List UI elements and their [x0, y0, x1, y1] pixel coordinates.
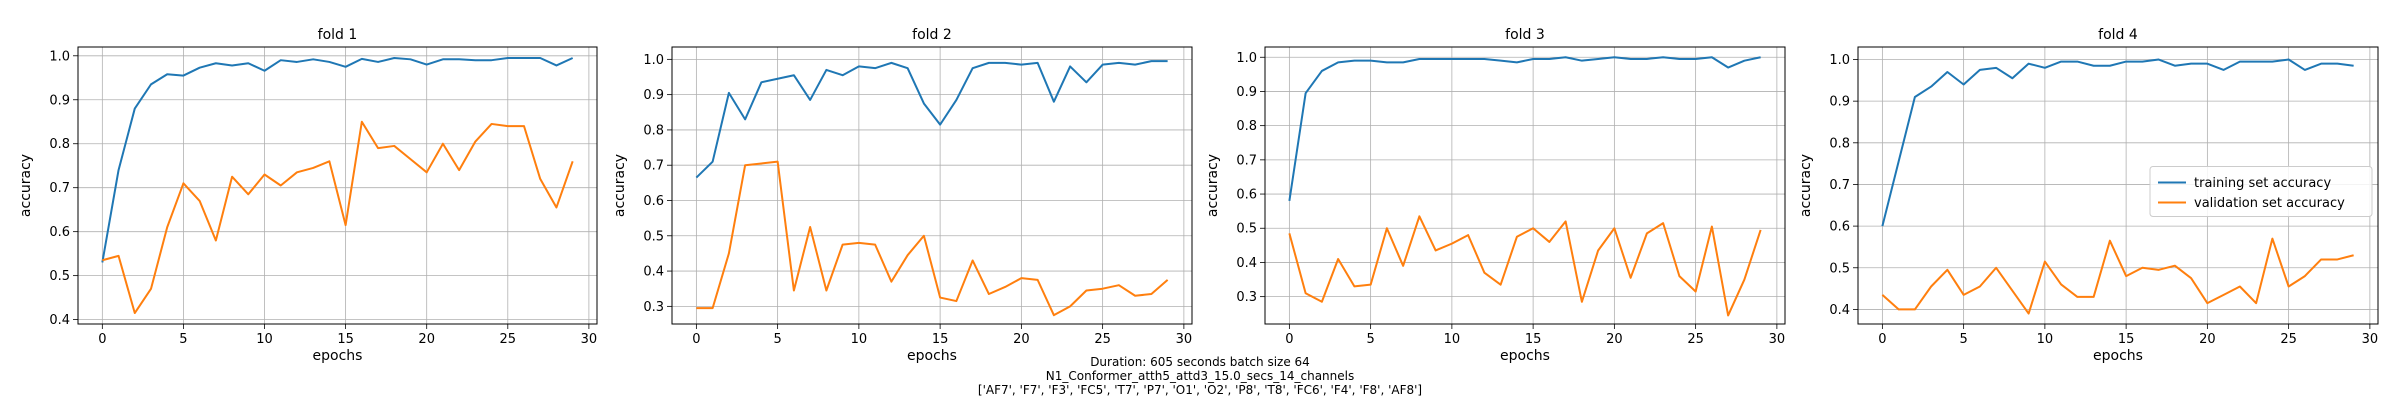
x-tick-label: 30: [1769, 332, 1786, 347]
x-tick-label: 0: [1878, 332, 1886, 347]
x-tick-label: 25: [1687, 332, 1704, 347]
caption-line-channels: ['AF7', 'F7', 'F3', 'FC5', 'T7', 'P7', '…: [977, 383, 1423, 397]
x-tick-label: 15: [932, 332, 949, 347]
y-tick-label: 0.8: [1829, 136, 1850, 151]
x-tick-label: 20: [2199, 332, 2216, 347]
x-tick-label: 30: [2362, 332, 2379, 347]
training-accuracy-line: [1288, 56, 1761, 202]
validation-accuracy-line: [1881, 237, 2354, 315]
training-accuracy-line: [695, 60, 1168, 179]
y-tick-label: 1.0: [643, 53, 664, 68]
y-tick-label: 0.7: [1236, 153, 1257, 168]
y-tick-label: 0.6: [1829, 220, 1850, 235]
chart-panel-fold-4: fold 4 0 5 10 15 20 25 30 0.4 0.5 0.6 0.7 0.8 0.9 1.0 e…: [1798, 27, 2379, 364]
x-tick-label: 10: [1444, 332, 1461, 347]
y-tick-label: 1.0: [49, 49, 70, 64]
y-tick-label: 0.4: [643, 265, 664, 280]
y-tick-label: 0.7: [1829, 178, 1850, 193]
y-tick-label: 0.4: [1236, 256, 1257, 271]
training-accuracy-line: [101, 56, 574, 263]
y-tick-label: 0.3: [643, 300, 664, 315]
validation-accuracy-line: [102, 120, 574, 315]
y-axis-label: accuracy: [1798, 154, 1814, 217]
y-tick-label: 0.7: [643, 159, 664, 174]
chart-panel-fold-2: fold 2 0 5 10 15 20 25 30 0.3 0.4 0.5 0.6 0.7 0.8 0.9 1…: [612, 27, 1193, 364]
legend-box: [2149, 166, 2373, 217]
y-tick-label: 0.9: [1236, 85, 1257, 100]
x-axis-label: epochs: [313, 348, 363, 364]
x-tick-label: 25: [500, 332, 517, 347]
x-tick-label: 5: [1366, 332, 1374, 347]
x-tick-label: 10: [2037, 332, 2054, 347]
y-tick-label: 0.5: [49, 269, 70, 284]
y-tick-label: 0.5: [1829, 261, 1850, 276]
training-accuracy-line: [1881, 58, 2354, 227]
x-tick-label: 30: [1176, 332, 1193, 347]
x-tick-label: 15: [337, 332, 354, 347]
x-axis-label: epochs: [2093, 348, 2143, 364]
caption-line-duration: Duration: 605 seconds batch size 64: [1090, 355, 1310, 369]
chart-title: fold 2: [912, 27, 952, 43]
plot-frame: [77, 46, 598, 325]
x-tick-label: 20: [1606, 332, 1623, 347]
x-tick-label: 15: [2118, 332, 2135, 347]
x-tick-label: 20: [418, 332, 435, 347]
chart-panel-fold-3: fold 3 0 5 10 15 20 25 30 0.3 0.4 0.5 0.6 0.7 0.8 0.9 1…: [1205, 27, 1786, 364]
y-tick-label: 0.9: [643, 88, 664, 103]
y-tick-label: 0.4: [1829, 303, 1850, 318]
chart-panel-fold-1: fold 1 0 5 10 15 20 25 30 0.4 0.5 0.6 0.7 0.8 0.9 1.0 e…: [18, 27, 598, 364]
x-tick-label: 10: [256, 332, 273, 347]
y-axis-label: accuracy: [18, 154, 34, 217]
legend: training set accuracy validation set accu…: [2149, 166, 2373, 217]
plot-frame: [1857, 46, 2379, 325]
x-tick-label: 0: [98, 332, 106, 347]
y-axis-label: accuracy: [1205, 154, 1221, 217]
legend-label-validation: validation set accuracy: [2194, 196, 2345, 211]
validation-accuracy-line: [1288, 215, 1762, 317]
y-tick-label: 1.0: [1829, 53, 1850, 68]
legend-label-training: training set accuracy: [2194, 176, 2331, 191]
y-tick-label: 0.3: [1236, 290, 1257, 305]
y-tick-label: 0.6: [1236, 188, 1257, 203]
x-axis-label: epochs: [1500, 348, 1550, 364]
x-tick-label: 5: [179, 332, 187, 347]
chart-title: fold 3: [1505, 27, 1545, 43]
x-tick-label: 15: [1525, 332, 1542, 347]
y-tick-label: 0.8: [1236, 119, 1257, 134]
plot-frame: [1264, 46, 1786, 325]
y-tick-label: 0.8: [49, 137, 70, 152]
plot-frame: [671, 46, 1193, 325]
caption-line-model: N1_Conformer_atth5_attd3_15.0_secs_14_ch…: [1045, 369, 1355, 383]
y-tick-label: 0.6: [643, 194, 664, 209]
validation-accuracy-line: [696, 160, 1169, 317]
y-tick-label: 1.0: [1236, 51, 1257, 66]
y-tick-label: 0.6: [49, 225, 70, 240]
x-tick-label: 0: [692, 332, 700, 347]
x-tick-label: 0: [1285, 332, 1293, 347]
x-tick-label: 10: [851, 332, 868, 347]
chart-title: fold 1: [318, 27, 358, 43]
y-tick-label: 0.5: [643, 229, 664, 244]
y-tick-label: 0.9: [49, 93, 70, 108]
y-tick-label: 0.8: [643, 123, 664, 138]
x-tick-label: 25: [2280, 332, 2297, 347]
chart-title: fold 4: [2098, 27, 2138, 43]
y-tick-label: 0.5: [1236, 222, 1257, 237]
x-tick-label: 5: [1959, 332, 1967, 347]
y-tick-label: 0.9: [1829, 95, 1850, 110]
x-axis-label: epochs: [907, 348, 957, 364]
y-axis-label: accuracy: [612, 154, 628, 217]
x-tick-label: 25: [1094, 332, 1111, 347]
y-tick-label: 0.7: [49, 181, 70, 196]
y-tick-label: 0.4: [49, 313, 70, 328]
x-tick-label: 20: [1013, 332, 1030, 347]
x-tick-label: 30: [581, 332, 598, 347]
x-tick-label: 5: [773, 332, 781, 347]
